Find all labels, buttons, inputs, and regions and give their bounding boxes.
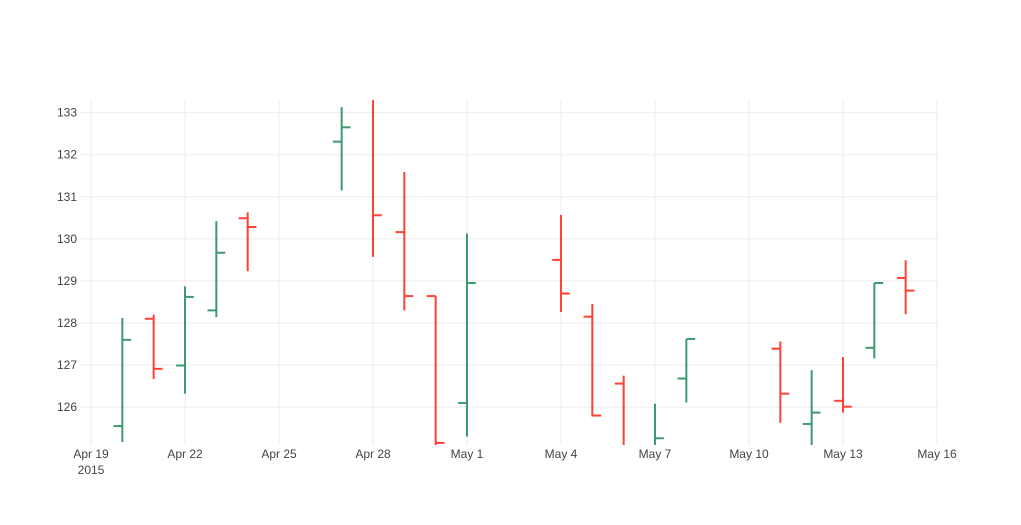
ohlc-bar-decreasing xyxy=(552,214,570,313)
ohlc-bar-decreasing xyxy=(144,314,163,379)
x-tick-label: May 16 xyxy=(917,447,957,461)
ohlc-bar-decreasing xyxy=(771,341,790,423)
ohlc-bar-increasing xyxy=(176,286,194,394)
x-tick-label: Apr 28 xyxy=(355,447,391,461)
ohlc-bar-decreasing xyxy=(426,295,445,445)
ohlc-bar-increasing xyxy=(332,107,351,191)
x-tick-label: May 13 xyxy=(823,447,863,461)
y-tick-label: 127 xyxy=(57,358,77,372)
ohlc-bar-increasing xyxy=(654,403,664,445)
y-tick-label: 126 xyxy=(57,400,77,414)
x-tick-label: Apr 25 xyxy=(261,447,297,461)
ohlc-bar-increasing xyxy=(458,233,476,437)
ohlc-bar-decreasing xyxy=(896,260,915,315)
y-tick-label: 133 xyxy=(57,106,77,120)
ohlc-bar-decreasing xyxy=(372,100,382,257)
ohlc-series xyxy=(113,100,915,445)
y-tick-label: 131 xyxy=(57,190,77,204)
x-tick-label: May 4 xyxy=(545,447,578,461)
x-tick-label: May 1 xyxy=(451,447,484,461)
x-tick-sublabel: 2015 xyxy=(78,463,105,477)
y-tick-label: 132 xyxy=(57,148,77,162)
y-tick-label: 129 xyxy=(57,274,77,288)
ohlc-bar-decreasing xyxy=(614,375,625,445)
ohlc-bar-decreasing xyxy=(238,212,257,272)
ohlc-bar-increasing xyxy=(207,221,226,318)
grid xyxy=(80,100,938,445)
x-tick-label: May 10 xyxy=(729,447,769,461)
axes: 126 127 128 129 130 131 132 133 Apr 19 2015 Apr 22… xyxy=(57,106,957,477)
ohlc-bar-increasing xyxy=(677,337,696,403)
y-tick-label: 128 xyxy=(57,316,77,330)
ohlc-bar-decreasing xyxy=(834,357,852,413)
ohlc-bar-increasing xyxy=(802,370,821,445)
x-tick-label: Apr 22 xyxy=(167,447,203,461)
x-tick-label: Apr 19 xyxy=(73,447,109,461)
ohlc-bar-decreasing xyxy=(395,171,414,311)
y-tick-label: 130 xyxy=(57,232,77,246)
ohlc-bar-decreasing xyxy=(583,304,602,417)
ohlc-bar-increasing xyxy=(865,282,884,359)
ohlc-bar-increasing xyxy=(113,317,132,443)
x-tick-label: May 7 xyxy=(639,447,672,461)
